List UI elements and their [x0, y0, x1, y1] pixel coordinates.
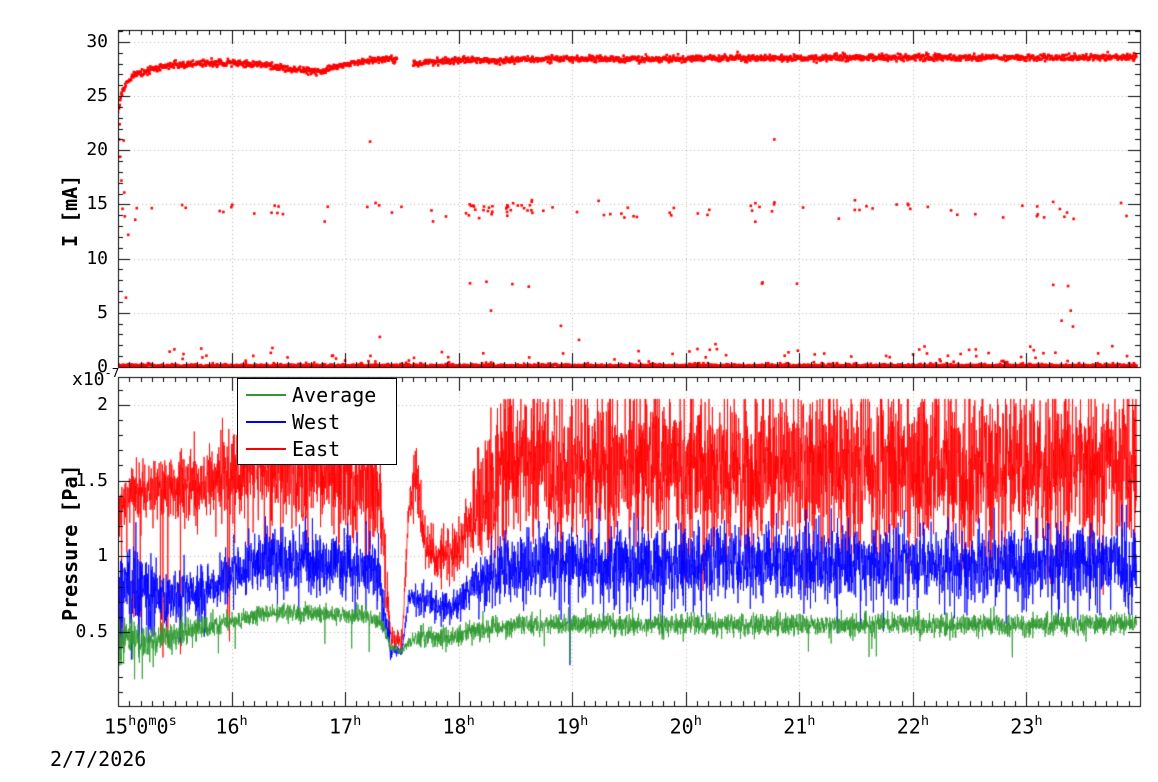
x-tick-label: 18h [442, 713, 475, 739]
x-tick-label: 19h [556, 713, 589, 739]
x-tick-label: 15h0m0s [104, 713, 177, 739]
legend: Average West East [237, 378, 397, 465]
legend-line-sample-west [246, 420, 286, 423]
legend-entry-west: West [238, 408, 396, 435]
y-tick-label: 0.5 [75, 620, 108, 642]
legend-entry-east: East [238, 435, 396, 462]
date-label: 2/7/2026 [50, 747, 147, 771]
y-tick-label: 1 [97, 545, 108, 567]
legend-line-sample-east [246, 447, 286, 450]
y-tick-label: 2 [97, 393, 108, 415]
x-tick-label: 17h [328, 713, 362, 739]
legend-line-sample-average [246, 393, 286, 396]
x-tick-label: 21h [783, 713, 816, 739]
x-tick-label: 22h [896, 713, 930, 739]
x-tick-label: 20h [669, 713, 702, 739]
y-tick-label: 10 [86, 247, 108, 269]
x-tick-label: 23h [1010, 713, 1043, 739]
legend-label: East [292, 436, 341, 461]
y-tick-label: 15 [86, 193, 108, 215]
y-tick-label: 1.5 [75, 469, 108, 491]
y-tick-label: 5 [97, 301, 108, 323]
legend-entry-average: Average [238, 381, 396, 408]
scale-exponent: -7 [104, 366, 120, 380]
scale-mantissa: x10 [72, 369, 105, 390]
x-tick-label: 16h [215, 713, 248, 739]
legend-label: Average [292, 382, 377, 407]
y-tick-label: 0 [97, 356, 108, 377]
legend-label: West [292, 409, 341, 434]
y-tick-label: 20 [86, 139, 108, 161]
y-tick-label: 25 [86, 85, 108, 107]
y-axis-scale-label: x10-7 [72, 366, 120, 390]
y-tick-label: 30 [86, 30, 108, 52]
